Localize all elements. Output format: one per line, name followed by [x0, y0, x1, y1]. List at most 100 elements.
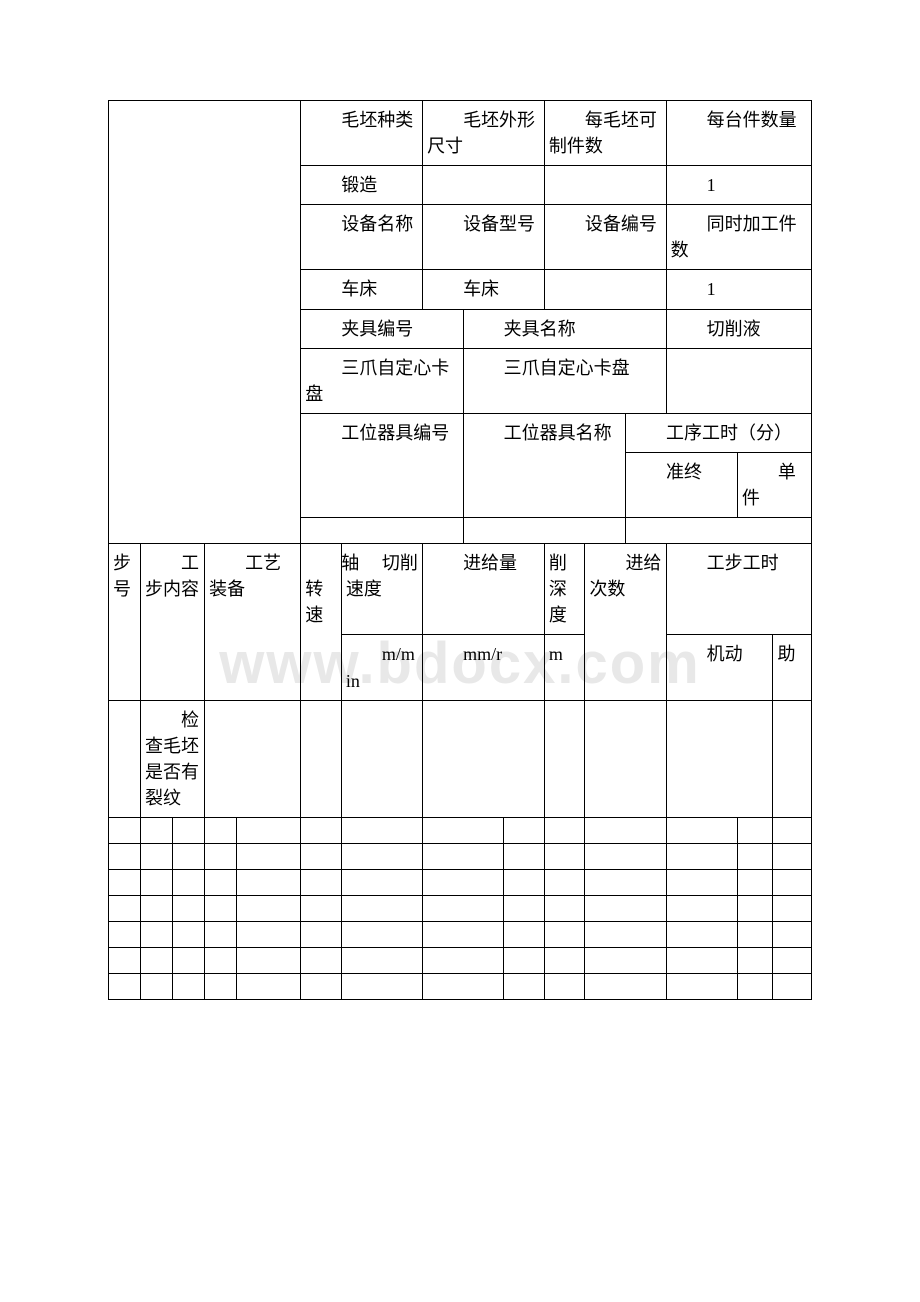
table-cell	[237, 973, 301, 999]
table-cell	[205, 947, 237, 973]
label-simul-pieces: 同时加工件数	[666, 205, 811, 270]
table-cell	[423, 817, 504, 843]
value-fixture-name: 三爪自定心卡盘	[463, 348, 666, 413]
header-aux-time: 助	[773, 635, 812, 700]
table-cell	[423, 700, 545, 817]
table-cell	[544, 973, 585, 999]
table-cell	[773, 947, 812, 973]
value-blank-type: 锻造	[301, 166, 423, 205]
table-cell	[237, 947, 301, 973]
table-cell	[585, 947, 666, 973]
label-pieces-per-blank: 每毛坯可制件数	[544, 101, 666, 166]
label-unit-time: 单件	[737, 452, 811, 517]
table-cell	[141, 973, 173, 999]
table-cell	[737, 843, 773, 869]
table-cell	[666, 973, 737, 999]
table-cell	[504, 843, 545, 869]
table-cell	[504, 869, 545, 895]
spacer-cell	[626, 518, 812, 544]
value-equip-no	[544, 270, 666, 309]
table-cell	[773, 895, 812, 921]
table-cell	[205, 973, 237, 999]
table-cell	[773, 700, 812, 817]
table-cell	[109, 843, 141, 869]
table-cell	[141, 921, 173, 947]
label-blank-dims: 毛坯外形尺寸	[423, 101, 545, 166]
table-cell	[301, 700, 342, 817]
table-cell	[585, 700, 666, 817]
table-cell	[109, 921, 141, 947]
table-cell	[205, 817, 237, 843]
header-step-content: 工步内容	[141, 544, 205, 700]
label-blank-type: 毛坯种类	[301, 101, 423, 166]
table-cell	[205, 895, 237, 921]
table-cell	[423, 869, 504, 895]
table-cell	[544, 895, 585, 921]
table-cell	[141, 869, 173, 895]
table-cell	[666, 843, 737, 869]
value-blank-dims	[423, 166, 545, 205]
value-pieces-per-unit: 1	[666, 166, 811, 205]
table-cell	[504, 817, 545, 843]
table-cell	[585, 973, 666, 999]
table-cell	[423, 947, 504, 973]
table-cell	[737, 921, 773, 947]
table-cell	[773, 869, 812, 895]
table-cell	[423, 895, 504, 921]
unit-feed: mm/r	[423, 635, 545, 700]
table-cell	[301, 817, 342, 843]
table-cell	[504, 947, 545, 973]
table-cell	[173, 843, 205, 869]
table-cell	[341, 869, 422, 895]
table-cell	[423, 921, 504, 947]
table-cell	[205, 921, 237, 947]
table-cell	[141, 947, 173, 973]
header-step-no: 步号	[109, 544, 141, 700]
header-feed-count: 进给次数	[585, 544, 666, 700]
table-cell	[544, 947, 585, 973]
table-cell	[173, 973, 205, 999]
value-equip-model: 车床	[423, 270, 545, 309]
table-cell	[504, 973, 545, 999]
table-cell	[666, 921, 737, 947]
table-cell	[109, 817, 141, 843]
table-cell	[666, 947, 737, 973]
table-cell	[773, 817, 812, 843]
table-cell	[341, 700, 422, 817]
table-cell	[301, 869, 342, 895]
table-cell	[773, 921, 812, 947]
table-cell	[666, 869, 737, 895]
table-cell	[301, 843, 342, 869]
table-cell	[585, 817, 666, 843]
table-cell	[737, 895, 773, 921]
table-cell	[205, 700, 301, 817]
label-pieces-per-unit: 每台件数量	[666, 101, 811, 166]
table-cell	[237, 817, 301, 843]
table-cell	[341, 973, 422, 999]
table-cell	[585, 921, 666, 947]
table-cell	[109, 973, 141, 999]
table-cell	[109, 895, 141, 921]
table-cell	[237, 843, 301, 869]
left-blank-area	[109, 101, 301, 544]
table-cell	[205, 843, 237, 869]
spacer-cell	[463, 518, 625, 544]
table-cell	[173, 895, 205, 921]
table-cell	[585, 869, 666, 895]
header-feed: 进给量	[423, 544, 545, 635]
table-cell	[205, 869, 237, 895]
table-cell	[666, 817, 737, 843]
table-cell	[341, 947, 422, 973]
header-machine-time: 机动	[666, 635, 773, 700]
table-cell	[141, 895, 173, 921]
table-cell	[341, 843, 422, 869]
table-cell	[773, 843, 812, 869]
header-tooling: 工艺装备	[205, 544, 301, 700]
table-cell	[544, 869, 585, 895]
value-simul-pieces: 1	[666, 270, 811, 309]
table-cell	[301, 921, 342, 947]
table-cell	[141, 843, 173, 869]
table-cell	[773, 973, 812, 999]
table-cell	[737, 817, 773, 843]
label-equip-no: 设备编号	[544, 205, 666, 270]
